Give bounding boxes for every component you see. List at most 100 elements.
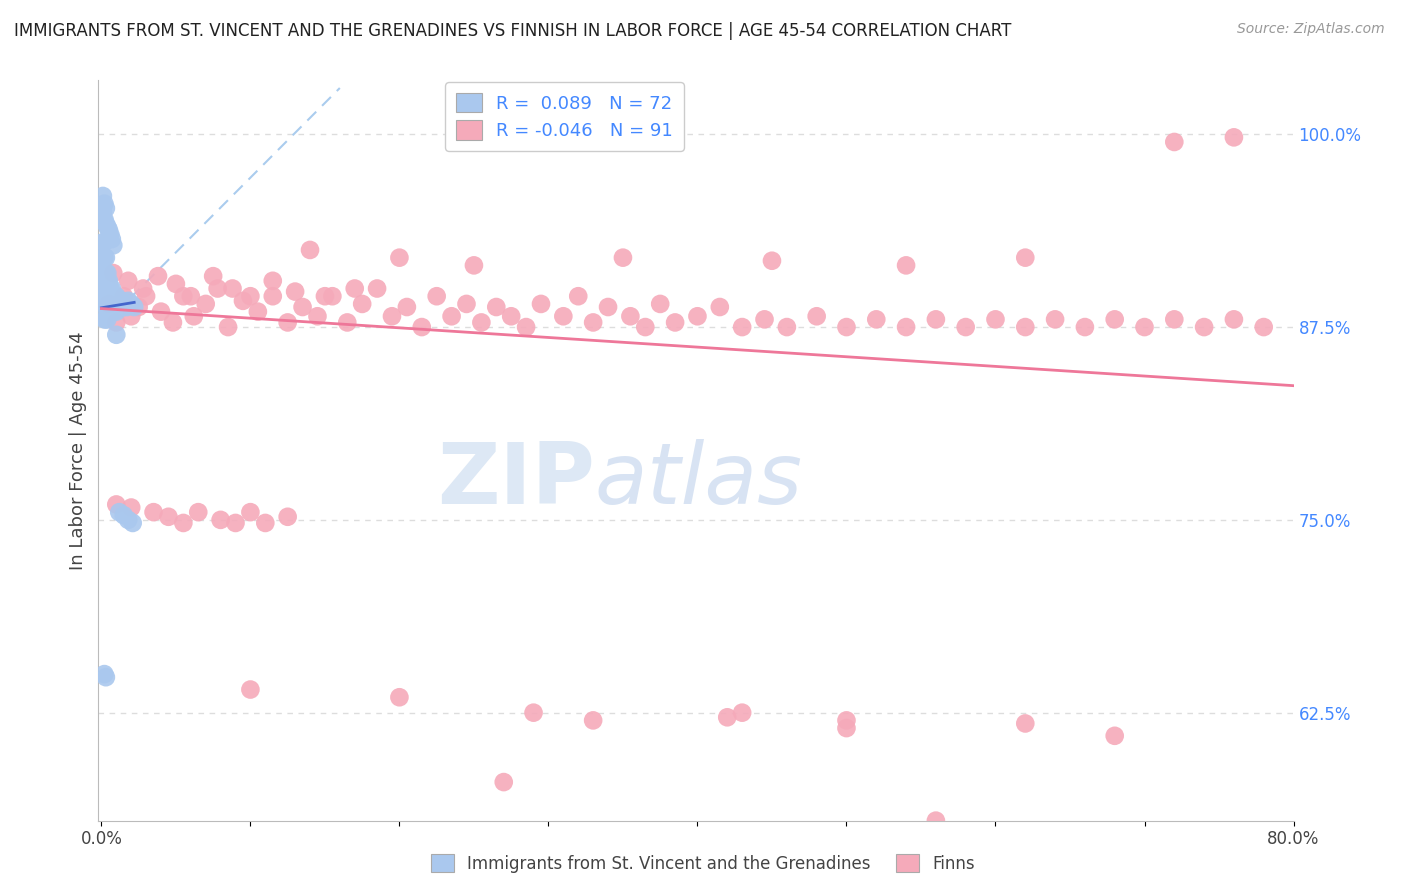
Point bbox=[104, 297, 127, 311]
Point bbox=[165, 277, 187, 291]
Point bbox=[754, 312, 776, 326]
Point bbox=[307, 310, 329, 324]
Point bbox=[93, 297, 115, 311]
Point bbox=[835, 320, 858, 334]
Point bbox=[105, 315, 128, 329]
Point bbox=[709, 300, 731, 314]
Point bbox=[612, 251, 634, 265]
Point bbox=[96, 274, 118, 288]
Legend: R =  0.089   N = 72, R = -0.046   N = 91: R = 0.089 N = 72, R = -0.046 N = 91 bbox=[446, 82, 683, 151]
Point bbox=[120, 500, 142, 515]
Point bbox=[93, 281, 115, 295]
Point bbox=[103, 304, 125, 318]
Point bbox=[634, 320, 657, 334]
Point bbox=[122, 300, 145, 314]
Point bbox=[97, 297, 120, 311]
Point bbox=[96, 297, 118, 311]
Point bbox=[107, 297, 129, 311]
Point bbox=[101, 281, 124, 295]
Point bbox=[115, 300, 138, 314]
Point bbox=[103, 297, 125, 311]
Point bbox=[1104, 729, 1126, 743]
Point bbox=[172, 289, 194, 303]
Point bbox=[180, 289, 202, 303]
Point bbox=[232, 293, 254, 308]
Point bbox=[388, 690, 411, 705]
Point bbox=[894, 320, 917, 334]
Y-axis label: In Labor Force | Age 45-54: In Labor Force | Age 45-54 bbox=[69, 331, 87, 570]
Point bbox=[664, 315, 686, 329]
Text: IMMIGRANTS FROM ST. VINCENT AND THE GRENADINES VS FINNISH IN LABOR FORCE | AGE 4: IMMIGRANTS FROM ST. VINCENT AND THE GREN… bbox=[14, 22, 1011, 40]
Point bbox=[955, 320, 977, 334]
Point bbox=[105, 498, 128, 512]
Point bbox=[121, 516, 143, 530]
Point bbox=[485, 300, 508, 314]
Point bbox=[98, 281, 121, 295]
Point bbox=[128, 300, 150, 314]
Point bbox=[98, 297, 121, 311]
Point bbox=[277, 315, 299, 329]
Point bbox=[1074, 320, 1097, 334]
Point bbox=[835, 721, 858, 735]
Point bbox=[103, 266, 125, 280]
Point bbox=[157, 509, 180, 524]
Point bbox=[894, 258, 917, 272]
Point bbox=[98, 304, 121, 318]
Point bbox=[865, 312, 887, 326]
Point bbox=[716, 710, 738, 724]
Point bbox=[411, 320, 433, 334]
Point bbox=[98, 227, 121, 242]
Point bbox=[108, 505, 131, 519]
Point bbox=[103, 238, 125, 252]
Point bbox=[93, 196, 115, 211]
Point bbox=[343, 281, 366, 295]
Point bbox=[117, 274, 139, 288]
Point bbox=[93, 312, 115, 326]
Point bbox=[501, 310, 523, 324]
Point bbox=[93, 266, 115, 280]
Point bbox=[277, 509, 299, 524]
Point bbox=[925, 312, 948, 326]
Point bbox=[105, 304, 128, 318]
Point bbox=[221, 281, 243, 295]
Text: ZIP: ZIP bbox=[437, 439, 595, 522]
Point bbox=[239, 289, 262, 303]
Point bbox=[1133, 320, 1156, 334]
Point bbox=[94, 297, 117, 311]
Point bbox=[111, 293, 134, 308]
Point bbox=[1014, 716, 1036, 731]
Point bbox=[93, 667, 115, 681]
Point bbox=[731, 320, 754, 334]
Point bbox=[262, 274, 284, 288]
Point bbox=[91, 251, 114, 265]
Point bbox=[440, 310, 463, 324]
Point bbox=[97, 223, 120, 237]
Point bbox=[456, 297, 478, 311]
Point bbox=[298, 243, 321, 257]
Point bbox=[1014, 320, 1036, 334]
Point bbox=[553, 310, 575, 324]
Point bbox=[110, 300, 132, 314]
Point bbox=[112, 289, 135, 303]
Point bbox=[162, 315, 184, 329]
Point bbox=[239, 682, 262, 697]
Point bbox=[202, 269, 225, 284]
Point bbox=[93, 212, 115, 227]
Point bbox=[120, 297, 142, 311]
Point bbox=[262, 289, 284, 303]
Point bbox=[207, 281, 229, 295]
Point bbox=[321, 289, 343, 303]
Point bbox=[146, 269, 169, 284]
Point bbox=[366, 281, 388, 295]
Point bbox=[388, 251, 411, 265]
Point bbox=[94, 670, 117, 684]
Point bbox=[522, 706, 544, 720]
Point bbox=[582, 714, 605, 728]
Point bbox=[1223, 130, 1246, 145]
Point bbox=[187, 505, 209, 519]
Point bbox=[172, 516, 194, 530]
Point bbox=[94, 266, 117, 280]
Point bbox=[1014, 251, 1036, 265]
Point bbox=[96, 289, 118, 303]
Point bbox=[94, 289, 117, 303]
